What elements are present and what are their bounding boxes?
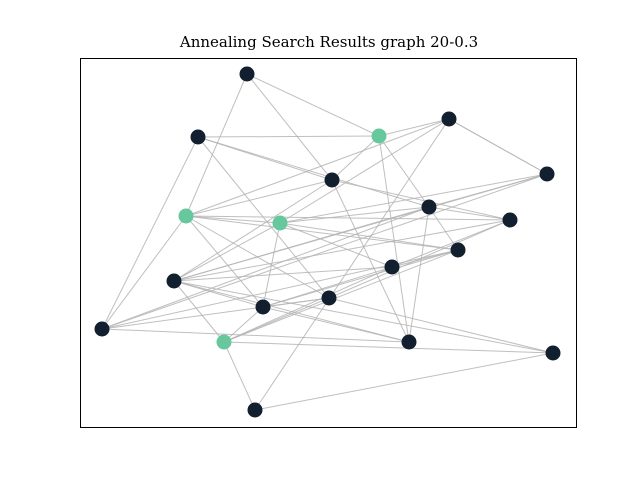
graph-edge <box>279 118 450 224</box>
graph-edge <box>223 297 330 343</box>
graph-node-selected <box>371 128 387 144</box>
graph-edge <box>223 341 554 354</box>
graph-edge <box>173 280 410 343</box>
graph-edge <box>279 222 393 268</box>
graph-node <box>239 66 255 82</box>
graph-edge <box>185 179 333 217</box>
graph-edge <box>262 222 281 308</box>
graph-edge <box>197 135 380 138</box>
graph-node <box>384 259 400 275</box>
graph-edge <box>279 206 430 224</box>
graph-node <box>441 111 457 127</box>
graph-edge <box>254 118 450 411</box>
graph-node <box>255 299 271 315</box>
graph-node-selected <box>272 215 288 231</box>
graph-node <box>450 242 466 258</box>
graph-edge <box>262 306 410 343</box>
plot-frame <box>80 58 577 428</box>
graph-edge <box>101 215 187 330</box>
graph-edge <box>262 266 393 308</box>
graph-node <box>321 290 337 306</box>
graph-node <box>94 321 110 337</box>
nodes-layer <box>94 66 561 418</box>
graph-edge <box>254 352 554 411</box>
graph-node <box>166 273 182 289</box>
graph-node <box>401 334 417 350</box>
graph-edge <box>185 215 281 224</box>
graph-edge <box>101 297 330 330</box>
graph-node <box>421 199 437 215</box>
graph-node <box>545 345 561 361</box>
graph-edge <box>173 206 430 282</box>
graph-edge <box>223 341 256 411</box>
graph-edge <box>223 306 264 343</box>
graph-edge <box>173 280 554 354</box>
graph-edge <box>173 266 393 282</box>
graph-edge <box>331 135 380 181</box>
graph-edge <box>173 222 281 282</box>
graph-edge <box>197 136 330 299</box>
graph-node <box>502 212 518 228</box>
graph-edge <box>378 118 450 137</box>
graph-edge <box>428 206 511 221</box>
graph-edge <box>101 249 459 330</box>
graph-edge <box>173 280 225 343</box>
edges-layer <box>101 73 554 411</box>
graph-edge <box>185 215 264 308</box>
graph-edge <box>173 219 511 282</box>
graph-edge <box>378 135 430 208</box>
graph-edge <box>331 179 511 221</box>
graph-edge <box>173 179 333 282</box>
graph-edge <box>279 173 548 224</box>
graph-edge <box>197 136 430 208</box>
graph-edge <box>185 215 459 251</box>
graph-edge <box>246 73 380 137</box>
graph-edge <box>378 135 410 343</box>
graph-edge <box>448 118 548 175</box>
graph-edge <box>328 297 554 354</box>
graph-node-selected <box>178 208 194 224</box>
graph-node <box>247 402 263 418</box>
graph-edge <box>185 215 511 221</box>
graph-edge <box>223 266 393 343</box>
graph-node-selected <box>216 334 232 350</box>
graph-edge <box>101 206 430 330</box>
graph-edge <box>262 249 459 308</box>
graph-edge <box>101 173 548 330</box>
graph-edge <box>428 206 459 251</box>
graph-edge <box>391 219 511 268</box>
graph-node <box>324 172 340 188</box>
graph-node <box>539 166 555 182</box>
graph-edge <box>408 206 430 343</box>
figure-title: Annealing Search Results graph 20-0.3 <box>179 33 479 51</box>
graph-edge <box>279 222 459 251</box>
graph-edge <box>246 73 333 181</box>
graph-edge <box>185 73 248 217</box>
graph-edge <box>223 249 459 343</box>
graph-edge <box>101 328 410 343</box>
graph-edge <box>185 118 450 217</box>
graph-edge <box>101 136 199 330</box>
graph-node <box>190 129 206 145</box>
